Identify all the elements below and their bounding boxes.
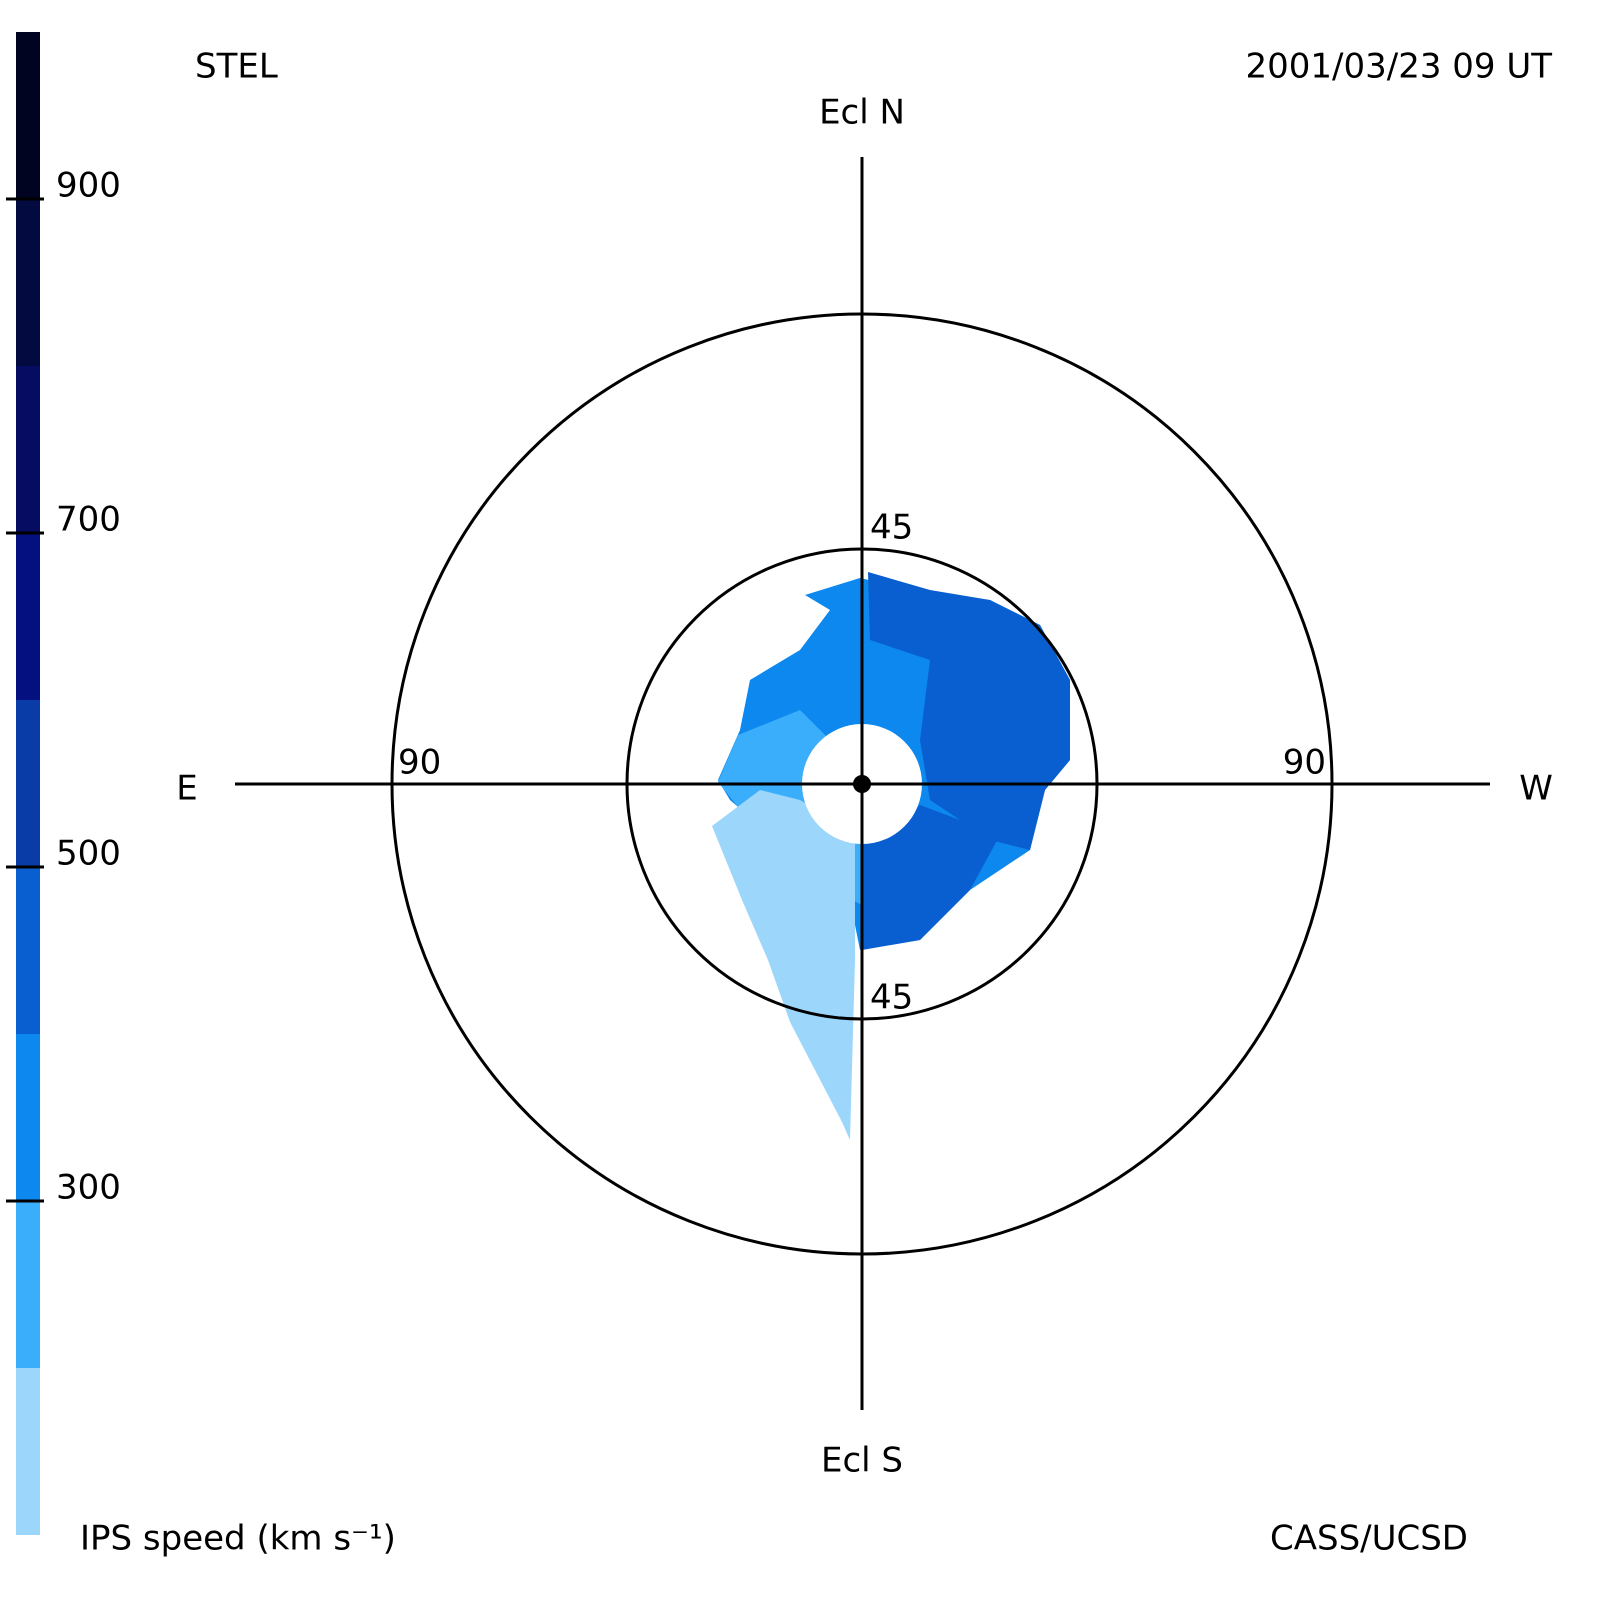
instrument: STEL <box>195 47 278 87</box>
colorbar-bin <box>16 533 40 700</box>
date: 2001/03/23 09 UT <box>1246 47 1553 87</box>
ring-label: 45 <box>870 508 913 548</box>
colorbar-tick-label: 500 <box>56 834 121 874</box>
colorbar-bin <box>16 32 40 199</box>
colorbar-tick-label: 700 <box>56 500 121 540</box>
west-label: W <box>1519 769 1553 809</box>
colorbar-bin <box>16 1201 40 1368</box>
sun <box>853 775 871 793</box>
colorbar-bin <box>16 1034 40 1201</box>
colorbar-bin <box>16 366 40 533</box>
colorbar-bin <box>16 700 40 867</box>
colorbar-bin <box>16 1368 40 1535</box>
south-label: Ecl S <box>821 1441 903 1481</box>
colorbar-label: IPS speed (km s⁻¹) <box>80 1519 396 1559</box>
colorbar-tick-label: 900 <box>56 166 121 206</box>
north-label: Ecl N <box>819 93 905 133</box>
east-label: E <box>176 769 197 809</box>
colorbar-tick-label: 300 <box>56 1168 121 1208</box>
speed-region <box>862 805 1000 950</box>
ring-label: 45 <box>870 978 913 1018</box>
colorbar-bin <box>16 867 40 1034</box>
ring-label: 90 <box>1283 743 1326 783</box>
ring-label: 90 <box>398 743 441 783</box>
speed-region <box>868 572 1070 850</box>
colorbar-bin <box>16 199 40 366</box>
credit: CASS/UCSD <box>1270 1519 1468 1559</box>
speed-region <box>712 790 855 1140</box>
